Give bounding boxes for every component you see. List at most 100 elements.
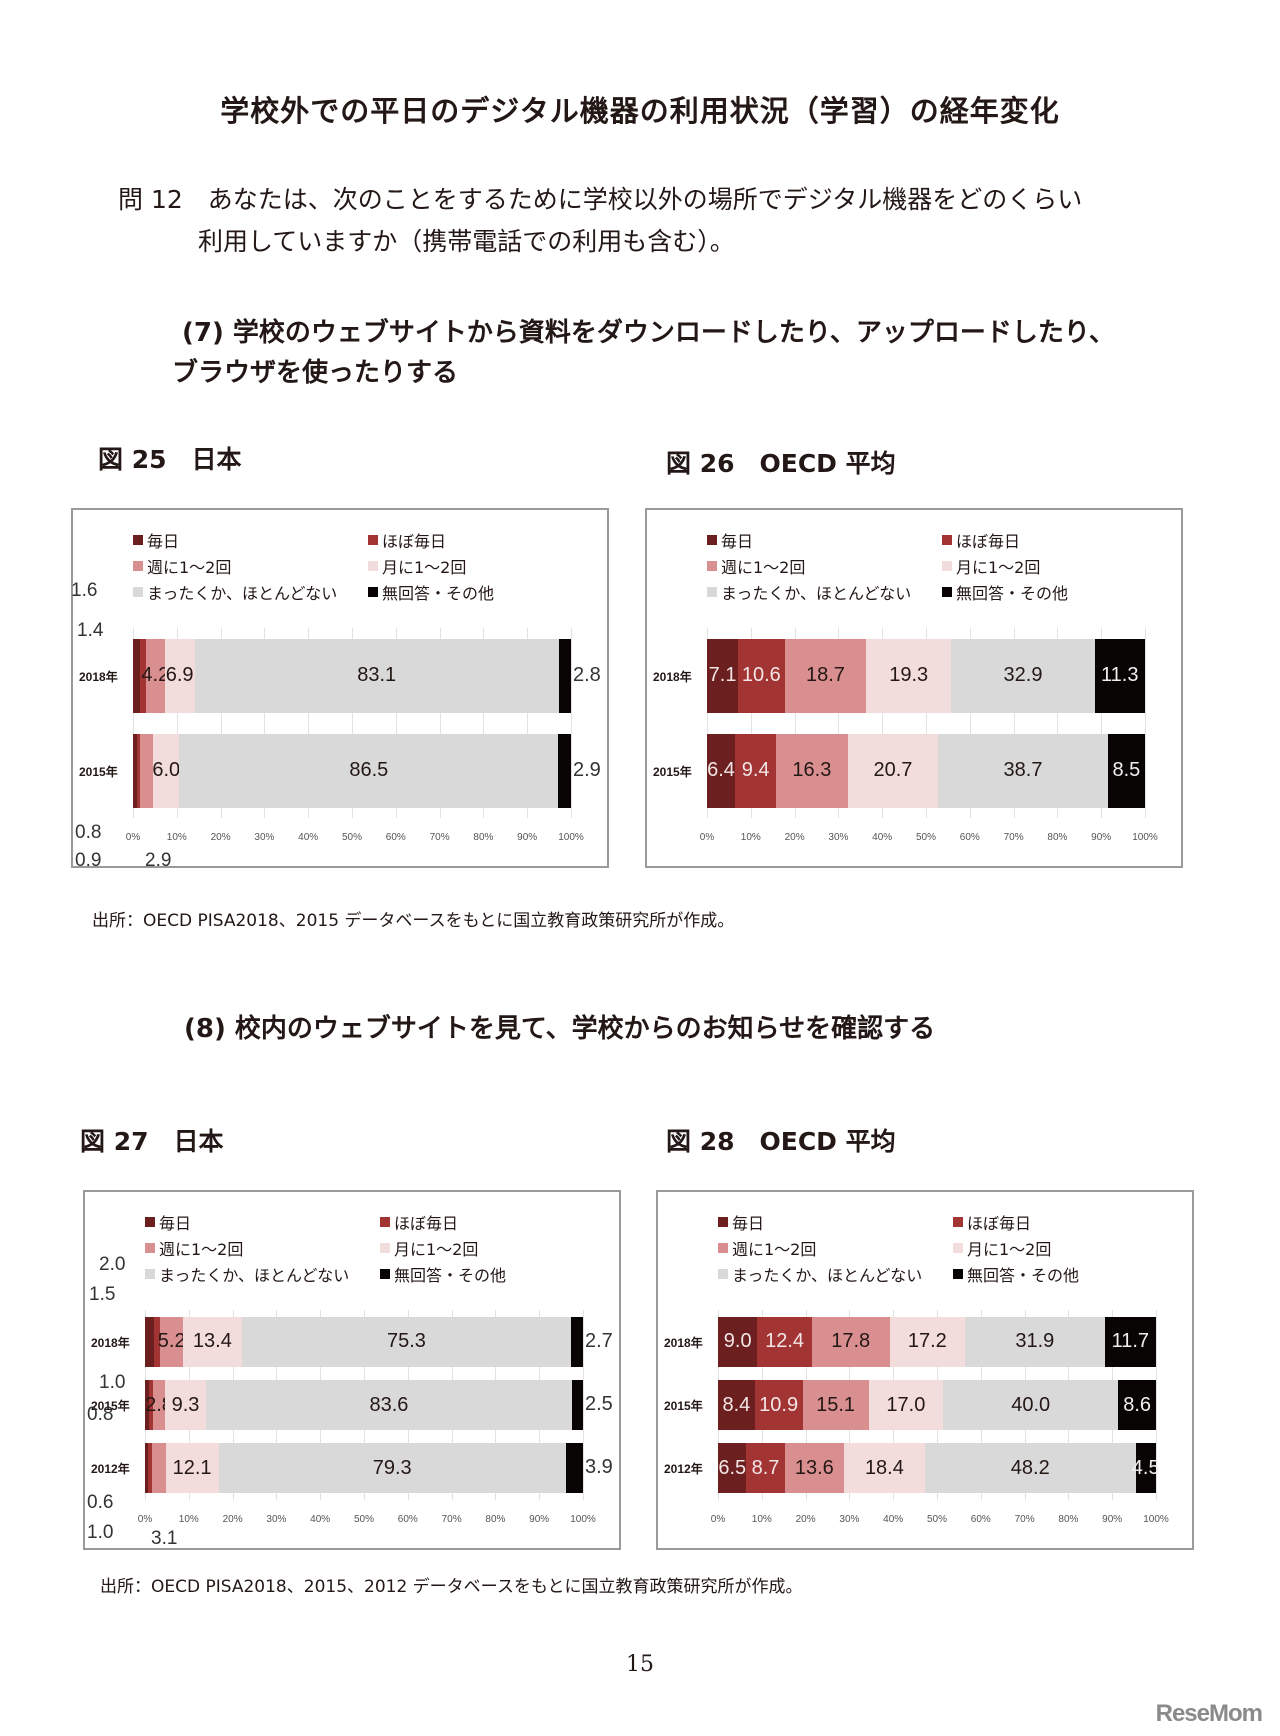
figure-27-label: 図 27 日本 bbox=[80, 1127, 224, 1156]
bar-segment: 13.4 bbox=[183, 1316, 242, 1367]
legend-item: 月に1～2回 bbox=[953, 1236, 1051, 1260]
bar-segment: 17.2 bbox=[889, 1316, 965, 1367]
x-axis-tick: 10% bbox=[178, 1514, 199, 1525]
x-axis-tick: 90% bbox=[529, 1514, 550, 1525]
gridline bbox=[707, 628, 708, 818]
callout-value: 1.6 bbox=[71, 580, 98, 601]
legend-swatch-icon bbox=[380, 1269, 390, 1279]
figure-25-label: 図 25 日本 bbox=[98, 445, 242, 474]
bar-segment bbox=[133, 733, 137, 808]
x-axis-tick: 30% bbox=[839, 1514, 860, 1525]
legend-swatch-icon bbox=[942, 535, 952, 545]
x-axis-tick: 80% bbox=[485, 1514, 506, 1525]
category-label: 2018年 bbox=[653, 669, 692, 684]
x-axis-tick: 80% bbox=[1058, 1514, 1079, 1525]
bar-segment bbox=[565, 1443, 583, 1494]
chart-figure-25: 毎日 ほぼ毎日 週に1～2回 月に1～2回 まったくか、ほとんどない 無回答・その他 201… bbox=[71, 508, 609, 871]
legend-item: まったくか、ほとんどない bbox=[707, 580, 911, 604]
gridline bbox=[571, 628, 572, 818]
bar-segment: 18.7 bbox=[784, 638, 867, 713]
bar-segment bbox=[149, 1380, 153, 1430]
legend-item: まったくか、ほとんどない bbox=[718, 1262, 922, 1286]
gridline bbox=[527, 628, 529, 818]
legend-label: 月に1～2回 bbox=[956, 558, 1041, 577]
stacked-bar: 6.5 8.7 13.6 18.4 48.2 4.5 bbox=[718, 1443, 1160, 1494]
no-answer-value: 3.9 bbox=[585, 1456, 613, 1479]
legend-item: 毎日 bbox=[707, 528, 753, 552]
bar-segment: 8.5 bbox=[1107, 733, 1145, 808]
legend-swatch-icon bbox=[368, 535, 378, 545]
legend-label: 毎日 bbox=[147, 532, 180, 551]
callout-value: 1.4 bbox=[77, 620, 104, 641]
x-axis-tick: 20% bbox=[795, 1514, 816, 1525]
x-axis-tick: 90% bbox=[1091, 832, 1112, 843]
section-8-heading: (8) 校内のウェブサイトを見て、学校からのお知らせを確認する bbox=[184, 1014, 936, 1044]
bar-segment: 6.9 bbox=[164, 638, 195, 713]
callout-value: 0.8 bbox=[87, 1404, 114, 1425]
bar-segment bbox=[558, 733, 571, 808]
gridline bbox=[439, 628, 441, 818]
x-axis-tick: 20% bbox=[210, 832, 231, 843]
callout-value: 1.5 bbox=[89, 1284, 116, 1305]
chart-figure-27: 毎日 ほぼ毎日 週に1～2回 月に1～2回 まったくか、ほとんどない 無回答・その他 201… bbox=[83, 1190, 621, 1550]
legend-label: ほぼ毎日 bbox=[956, 532, 1021, 551]
chart-legend: 毎日 ほぼ毎日 週に1～2回 月に1～2回 まったくか、ほとんどない 無回答・その他 bbox=[718, 1210, 1168, 1290]
bar-segment: 11.3 bbox=[1095, 638, 1145, 713]
bar-segment: 86.5 bbox=[179, 733, 559, 808]
x-axis-tick: 30% bbox=[828, 832, 849, 843]
x-axis-tick: 40% bbox=[883, 1514, 904, 1525]
category-label: 2018年 bbox=[664, 1335, 703, 1350]
bar-segment: 12.1 bbox=[165, 1443, 219, 1494]
legend-swatch-icon bbox=[707, 535, 717, 545]
legend-item: 毎日 bbox=[145, 1210, 191, 1234]
gridline bbox=[352, 628, 353, 818]
legend-label: ほぼ毎日 bbox=[394, 1214, 459, 1233]
bar-segment: 83.6 bbox=[205, 1380, 572, 1430]
legend-swatch-icon bbox=[718, 1269, 728, 1279]
chart-legend: 毎日 ほぼ毎日 週に1～2回 月に1～2回 まったくか、ほとんどない 無回答・その他 bbox=[133, 528, 583, 608]
x-axis-tick: 10% bbox=[751, 1514, 772, 1525]
legend-item: 週に1～2回 bbox=[718, 1236, 816, 1260]
legend-swatch-icon bbox=[380, 1217, 390, 1227]
legend-swatch-icon bbox=[718, 1243, 728, 1253]
callout-value: 0.6 bbox=[87, 1492, 114, 1513]
category-label: 2015年 bbox=[91, 1399, 130, 1413]
x-axis-tick: 20% bbox=[222, 1514, 243, 1525]
legend-label: 月に1～2回 bbox=[967, 1240, 1052, 1259]
stacked-bar: 5.2 13.4 75.3 bbox=[145, 1316, 583, 1367]
chart-legend: 毎日 ほぼ毎日 週に1～2回 月に1～2回 まったくか、ほとんどない 無回答・その他 bbox=[707, 528, 1157, 608]
legend-swatch-icon bbox=[953, 1217, 963, 1227]
plot-area: 9.0 12.4 17.8 17.2 31.9 11.7 8.4 10.9 15.1 17.0 40… bbox=[718, 1310, 1160, 1500]
bar-segment bbox=[153, 1316, 161, 1367]
bar-segment: 18.4 bbox=[844, 1443, 925, 1494]
category-label: 2018年 bbox=[79, 669, 118, 684]
stacked-bar: 6.4 9.4 16.3 20.7 38.7 8.5 bbox=[707, 733, 1145, 808]
x-axis-tick: 100% bbox=[1143, 1514, 1169, 1525]
gridline bbox=[882, 628, 884, 818]
legend-label: 毎日 bbox=[721, 532, 754, 551]
bar-segment: 4.2 bbox=[141, 638, 169, 713]
gridline bbox=[264, 628, 266, 818]
stacked-bar: 8.4 10.9 15.1 17.0 40.0 8.6 bbox=[718, 1380, 1156, 1430]
bar-segment: 5.2 bbox=[158, 1316, 186, 1367]
bar-segment: 38.7 bbox=[938, 733, 1108, 808]
legend-item: ほぼ毎日 bbox=[368, 528, 446, 552]
gridline bbox=[794, 628, 796, 818]
stacked-bar: 7.1 10.6 18.7 19.3 32.9 11.3 bbox=[707, 638, 1145, 713]
legend-swatch-icon bbox=[133, 561, 143, 571]
bar-segment: 8.4 bbox=[718, 1380, 755, 1430]
page-number: 15 bbox=[626, 1652, 654, 1677]
bar-segment: 40.0 bbox=[943, 1380, 1119, 1430]
stacked-bar: 4.2 6.9 83.1 bbox=[133, 638, 571, 713]
bar-segment: 16.3 bbox=[776, 733, 848, 808]
section-7-heading-line-2: ブラウザを使ったりする bbox=[172, 358, 459, 388]
page-title: 学校外での平日のデジタル機器の利用状況（学習）の経年変化 bbox=[220, 94, 1060, 128]
question-line-2: 利用していますか（携帯電話での利用も含む）。 bbox=[198, 227, 735, 256]
gridline bbox=[133, 628, 134, 818]
section-7-heading-line-1: (7) 学校のウェブサイトから資料をダウンロードしたり、アップロードしたり、 bbox=[182, 318, 1115, 348]
x-axis-tick: 40% bbox=[872, 832, 893, 843]
legend-label: まったくか、ほとんどない bbox=[147, 584, 338, 603]
legend-swatch-icon bbox=[953, 1269, 963, 1279]
bar-segment: 2.8 bbox=[145, 1380, 173, 1430]
gridline bbox=[1145, 628, 1146, 818]
